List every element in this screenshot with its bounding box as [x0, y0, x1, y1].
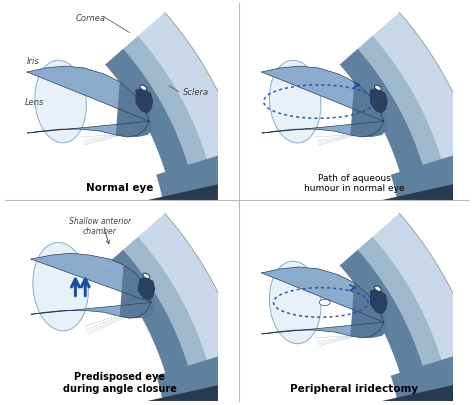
Polygon shape: [358, 237, 451, 403]
Ellipse shape: [35, 61, 86, 143]
Ellipse shape: [319, 300, 330, 306]
Polygon shape: [123, 237, 217, 403]
Polygon shape: [391, 350, 474, 405]
Polygon shape: [143, 378, 257, 405]
Text: Cornea: Cornea: [75, 14, 105, 23]
Polygon shape: [358, 36, 451, 202]
Ellipse shape: [33, 243, 88, 331]
Ellipse shape: [140, 86, 147, 91]
Polygon shape: [143, 178, 257, 246]
Polygon shape: [373, 13, 474, 199]
Polygon shape: [120, 265, 155, 318]
Polygon shape: [377, 378, 474, 405]
Text: Shallow anterior
chamber: Shallow anterior chamber: [69, 216, 131, 236]
Polygon shape: [156, 350, 257, 405]
Polygon shape: [123, 36, 217, 202]
Polygon shape: [350, 283, 388, 338]
Polygon shape: [350, 83, 388, 138]
Polygon shape: [106, 49, 197, 207]
Polygon shape: [373, 214, 474, 399]
Polygon shape: [262, 267, 384, 338]
Polygon shape: [138, 13, 252, 199]
Ellipse shape: [143, 273, 150, 279]
Polygon shape: [136, 89, 153, 114]
Polygon shape: [370, 289, 388, 315]
Text: Peripheral iridectomy: Peripheral iridectomy: [290, 383, 419, 393]
Polygon shape: [116, 83, 153, 138]
Polygon shape: [138, 214, 252, 399]
Text: Lens: Lens: [25, 98, 45, 107]
Polygon shape: [31, 254, 151, 318]
Ellipse shape: [374, 86, 382, 91]
Text: Path of aqueous
humour in normal eye: Path of aqueous humour in normal eye: [304, 173, 405, 193]
Polygon shape: [340, 250, 432, 405]
Polygon shape: [262, 67, 384, 138]
Polygon shape: [391, 149, 474, 245]
Polygon shape: [156, 149, 257, 245]
Polygon shape: [106, 250, 197, 405]
Text: Sclera: Sclera: [183, 88, 209, 97]
Ellipse shape: [374, 286, 382, 292]
Polygon shape: [370, 89, 388, 114]
Polygon shape: [137, 277, 155, 301]
Polygon shape: [340, 49, 432, 207]
Text: Normal eye: Normal eye: [86, 183, 154, 193]
Text: Predisposed eye
during angle closure: Predisposed eye during angle closure: [63, 371, 177, 393]
Text: Iris: Iris: [27, 57, 40, 66]
Polygon shape: [377, 178, 474, 246]
Polygon shape: [27, 67, 149, 138]
Ellipse shape: [269, 61, 321, 143]
Ellipse shape: [269, 262, 321, 344]
